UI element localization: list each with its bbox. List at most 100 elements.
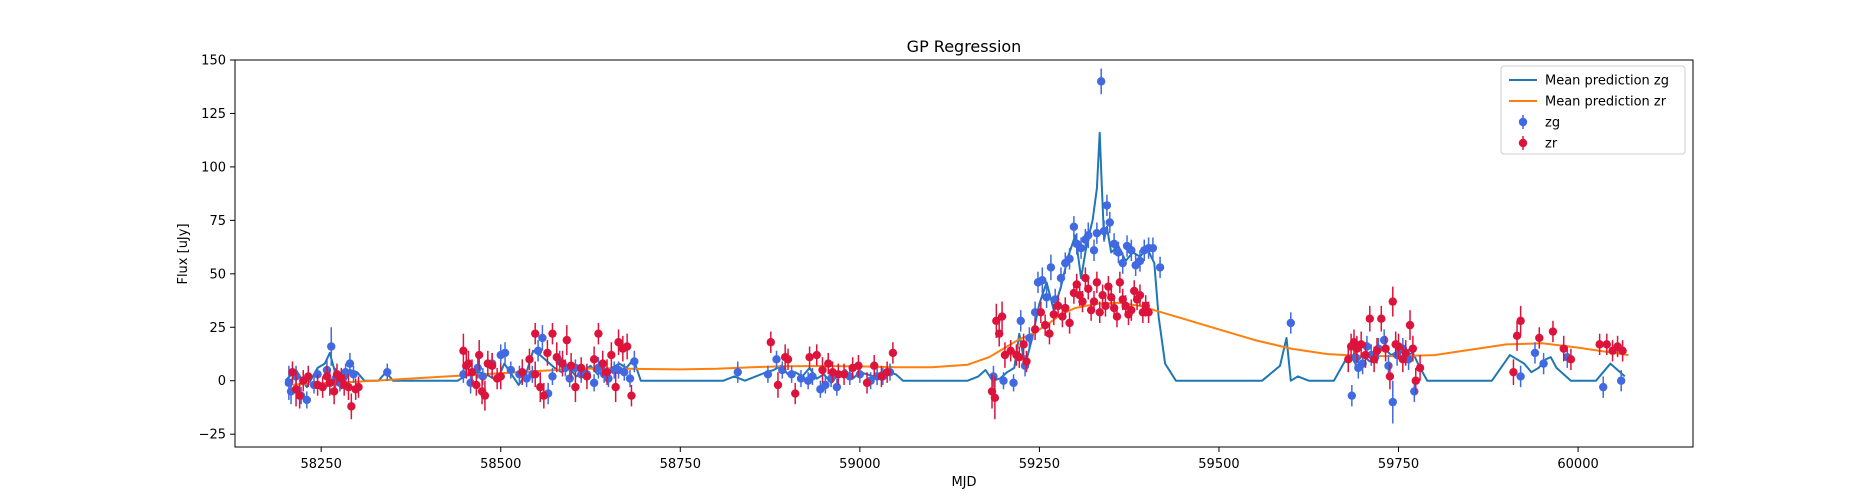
zr-point	[805, 352, 814, 362]
zg-point	[1384, 361, 1393, 370]
zr-point	[1118, 295, 1127, 304]
zr-point	[1394, 342, 1403, 351]
zr-point	[783, 355, 793, 364]
zr-point	[1516, 316, 1525, 326]
zr-point	[531, 370, 540, 379]
legend-swatch-zr-marker	[1518, 138, 1528, 148]
zr-point	[614, 338, 623, 347]
zr-point	[997, 312, 1007, 321]
zr-point	[589, 355, 599, 364]
zr-point	[1401, 348, 1410, 358]
zr-point	[347, 402, 356, 411]
zr-point	[1127, 305, 1136, 315]
zg-point	[1155, 263, 1165, 272]
zr-point	[325, 378, 335, 388]
zr-point	[1045, 329, 1054, 338]
zr-point	[987, 387, 997, 396]
zr-point	[766, 338, 775, 347]
zr-point	[611, 382, 620, 392]
zg-point	[1102, 201, 1112, 210]
zr-point	[1135, 290, 1145, 300]
zg-point	[1616, 376, 1626, 385]
zr-point	[288, 367, 297, 377]
zr-point	[543, 348, 552, 358]
zr-point	[304, 372, 313, 381]
zr-point	[571, 382, 580, 392]
zg-point	[459, 370, 468, 379]
zr-point	[1411, 376, 1420, 385]
zg-point	[589, 378, 599, 388]
zr-point	[818, 365, 827, 375]
zg-point	[787, 370, 796, 379]
y-tick-label: 100	[201, 160, 226, 175]
zg-point	[1286, 318, 1295, 328]
zg-point	[1135, 256, 1145, 266]
zr-point	[1084, 284, 1093, 293]
x-axis-label: MJD	[951, 475, 976, 490]
zr-point	[1040, 320, 1050, 330]
x-tick-label: 58500	[480, 457, 521, 472]
zr-point	[1049, 310, 1058, 319]
zr-point	[1361, 350, 1370, 360]
zr-point	[1095, 308, 1104, 317]
x-tick-label: 58750	[660, 457, 701, 472]
zr-point	[1385, 372, 1395, 381]
zr-point	[607, 350, 616, 360]
y-axis: −25 0 25 50 75 100 125 150	[199, 54, 235, 443]
zr-point	[1141, 301, 1150, 311]
zr-point	[472, 380, 481, 390]
zr-point	[582, 372, 592, 381]
zr-point	[480, 391, 490, 400]
plot-area	[234, 59, 1694, 448]
zr-point	[1408, 344, 1418, 353]
zg-point	[522, 374, 531, 383]
zr-point	[539, 391, 549, 400]
zr-point	[1006, 346, 1015, 355]
y-tick-label: 75	[209, 214, 226, 229]
zg-point	[1051, 295, 1060, 304]
zg-point	[327, 342, 336, 351]
zg-point	[1347, 391, 1357, 400]
legend: Mean prediction zg Mean prediction zr zg zr	[1500, 65, 1686, 155]
zg-point	[1148, 243, 1158, 253]
zr-point	[474, 350, 484, 360]
zr-point	[870, 361, 879, 370]
zr-point	[990, 393, 1000, 403]
zr-point	[1372, 346, 1382, 355]
zg-point	[625, 374, 635, 383]
zg-point	[1516, 372, 1525, 381]
zr-point	[1535, 333, 1544, 343]
x-axis: 58250 58500 58750 59000 59250 59500 59750 60000	[301, 447, 1599, 472]
zg-point	[1599, 382, 1608, 392]
zr-point	[1030, 325, 1040, 334]
zg-point	[1388, 397, 1397, 407]
zr-point	[1388, 297, 1397, 306]
zg-point	[772, 355, 781, 364]
zg-point	[989, 372, 998, 381]
plot-frame	[234, 59, 1694, 448]
zg-point	[1089, 246, 1099, 255]
zg-point	[1030, 308, 1040, 317]
y-tick-label: 50	[209, 267, 226, 282]
zr-point	[1121, 301, 1130, 311]
legend-label: zg	[1545, 116, 1560, 131]
zg-point	[1404, 355, 1413, 364]
zg-point	[1042, 293, 1051, 302]
y-tick-label: 150	[201, 54, 226, 69]
zr-point	[622, 342, 632, 351]
zr-point	[854, 361, 863, 370]
zg-point	[1127, 246, 1136, 255]
zr-point	[496, 372, 505, 381]
zr-point	[1377, 314, 1386, 323]
zg-point	[533, 346, 543, 355]
zg-point	[796, 374, 806, 383]
y-tick-label: −25	[199, 428, 226, 443]
zr-point	[337, 374, 346, 383]
zr-point	[1019, 340, 1028, 349]
zg-point	[1084, 231, 1093, 240]
x-tick-label: 59500	[1198, 457, 1239, 472]
zr-point	[1369, 355, 1379, 364]
zg-point	[1056, 273, 1066, 283]
zr-point	[322, 372, 332, 381]
